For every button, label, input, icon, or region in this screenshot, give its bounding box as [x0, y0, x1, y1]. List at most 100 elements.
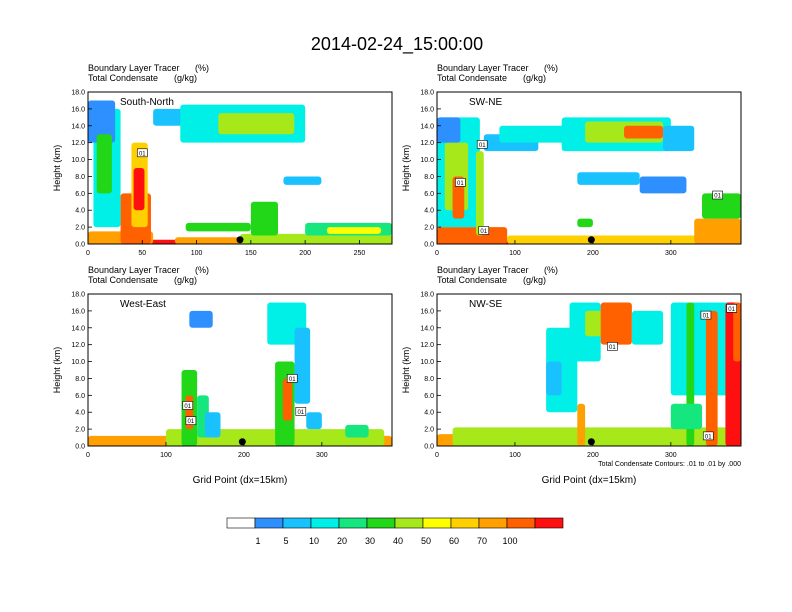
units-tracer: (%): [195, 63, 209, 73]
colorbar-label: 20: [337, 536, 347, 546]
shaded-region: [96, 134, 112, 194]
title-condensate: Total Condensate: [88, 73, 158, 83]
y-tick-label: 14.0: [420, 123, 434, 130]
title-tracer: Boundary Layer Tracer: [88, 265, 180, 275]
colorbar-swatch: [254, 517, 284, 529]
y-tick-label: 6.0: [75, 191, 85, 198]
x-tick-label: 300: [316, 452, 328, 459]
units-condensate: (g/kg): [174, 73, 197, 83]
shaded-region: [283, 176, 322, 185]
y-axis-label: Height (km): [52, 145, 62, 192]
x-tick-label: 0: [435, 452, 439, 459]
colorbar: 1 5 10 20 30 40 50 60 70 100: [226, 517, 564, 546]
contour-label-box: [702, 431, 714, 441]
contour-label-box: [607, 342, 618, 351]
colorbar-swatch: [338, 517, 368, 529]
colorbar-swatch: [394, 517, 424, 529]
colorbar-label: 5: [283, 536, 288, 546]
plot-frame: [87, 91, 393, 245]
panel-1: 01 0.0 2.0 4.0 6.0 8.0 10.0 12.0 14.0 16.0 18.0 0 50…: [52, 63, 393, 257]
title-condensate: Total Condensate: [88, 275, 158, 285]
colorbar-swatch: [422, 517, 452, 529]
contour-label: 01: [609, 345, 616, 351]
y-tick-label: 8.0: [424, 376, 434, 383]
shaded-region: [306, 412, 322, 430]
contour-label: 01: [184, 404, 191, 410]
units-condensate: (g/kg): [174, 275, 197, 285]
y-axis-label: Height (km): [52, 347, 62, 394]
plot-frame: [436, 293, 742, 447]
shaded-region: [624, 125, 664, 139]
shaded-region: [631, 310, 664, 345]
point-marker: [587, 236, 595, 244]
section-label: West-East: [120, 299, 166, 310]
shaded-region: [546, 361, 562, 396]
y-tick-label: 12.0: [420, 140, 434, 147]
shaded-region: [702, 193, 741, 219]
colorbar-swatch: [534, 517, 564, 529]
x-tick-label: 100: [160, 452, 172, 459]
shaded-region: [577, 403, 586, 446]
units-tracer: (%): [544, 63, 558, 73]
colorbar-swatch: [366, 517, 396, 529]
contour-note: Total Condensate Contours: .01 to .01 by…: [598, 461, 741, 468]
shaded-region: [663, 125, 695, 152]
y-tick-label: 18.0: [420, 90, 434, 97]
x-tick-label: 0: [86, 250, 90, 257]
y-tick-label: 6.0: [424, 393, 434, 400]
y-tick-label: 6.0: [424, 191, 434, 198]
y-tick-label: 10.0: [71, 157, 85, 164]
y-tick-label: 12.0: [71, 342, 85, 349]
y-tick-label: 2.0: [424, 427, 434, 434]
y-tick-label: 16.0: [420, 106, 434, 113]
x-tick-label: 200: [587, 250, 599, 257]
shaded-region: [282, 378, 293, 421]
x-tick-label: 300: [665, 452, 677, 459]
shaded-region: [204, 412, 221, 438]
colorbar-label: 30: [365, 536, 375, 546]
shaded-region: [452, 427, 741, 446]
section-label: NW-SE: [469, 299, 502, 310]
shaded-region: [733, 302, 741, 362]
colorbar-swatch: [310, 517, 340, 529]
shaded-region: [326, 227, 382, 234]
colorbar-label: 40: [393, 536, 403, 546]
contour-label-box: [476, 140, 488, 149]
units-condensate: (g/kg): [523, 275, 546, 285]
contour-label-box: [712, 190, 723, 200]
x-tick-label: 100: [509, 250, 521, 257]
point-marker: [587, 438, 595, 446]
y-tick-label: 16.0: [71, 308, 85, 315]
y-tick-label: 14.0: [420, 325, 434, 332]
contour-label-box: [185, 416, 197, 425]
contour-label: 01: [479, 143, 486, 149]
contour-label: 01: [728, 307, 735, 313]
y-axis-label: Height (km): [401, 347, 411, 394]
y-tick-label: 10.0: [71, 359, 85, 366]
shaded-region: [294, 327, 311, 404]
title-condensate: Total Condensate: [437, 73, 507, 83]
x-tick-label: 50: [138, 250, 146, 257]
shaded-region: [133, 168, 145, 211]
shaded-region: [694, 218, 741, 244]
y-tick-label: 12.0: [71, 140, 85, 147]
contour-label: 01: [297, 410, 304, 416]
shaded-region: [345, 424, 369, 438]
y-tick-label: 8.0: [424, 174, 434, 181]
contour-label: 01: [714, 194, 721, 200]
units-tracer: (%): [195, 265, 209, 275]
shaded-region: [639, 176, 687, 194]
colorbar-swatch: [478, 517, 508, 529]
x-tick-label: 150: [245, 250, 257, 257]
shaded-region: [218, 113, 295, 135]
contour-label-box: [700, 310, 712, 320]
x-tick-label: 250: [354, 250, 366, 257]
contour-label-box: [455, 178, 466, 187]
contour-label-box: [136, 148, 148, 158]
contour-label-box: [726, 304, 737, 313]
shaded-region: [577, 218, 593, 228]
units-condensate: (g/kg): [523, 73, 546, 83]
plot-frame: [436, 91, 742, 245]
y-tick-label: 18.0: [71, 292, 85, 299]
colorbar-label: 60: [449, 536, 459, 546]
